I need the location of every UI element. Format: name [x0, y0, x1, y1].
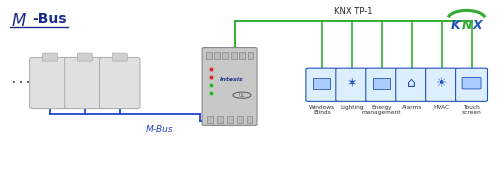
FancyBboxPatch shape: [77, 53, 92, 61]
FancyBboxPatch shape: [65, 57, 105, 109]
Text: Windows
Blinds: Windows Blinds: [309, 105, 335, 115]
FancyBboxPatch shape: [227, 116, 233, 123]
Text: $\mathit{M}$: $\mathit{M}$: [11, 12, 27, 30]
Text: ☀: ☀: [436, 77, 447, 90]
Text: -Bus: -Bus: [32, 12, 66, 26]
Text: ✶: ✶: [346, 77, 357, 90]
FancyBboxPatch shape: [30, 57, 70, 109]
Text: . . .: . . .: [12, 75, 30, 85]
FancyBboxPatch shape: [248, 52, 253, 59]
Text: X: X: [473, 19, 483, 33]
Text: Alarms: Alarms: [402, 105, 422, 110]
FancyBboxPatch shape: [396, 68, 428, 101]
FancyBboxPatch shape: [247, 116, 252, 123]
Text: KNX TP-1: KNX TP-1: [334, 7, 372, 16]
FancyBboxPatch shape: [99, 57, 140, 109]
Text: UL: UL: [239, 93, 245, 98]
Text: HVAC: HVAC: [434, 105, 450, 110]
FancyBboxPatch shape: [214, 52, 220, 59]
Text: N: N: [461, 19, 472, 33]
FancyBboxPatch shape: [112, 53, 127, 61]
FancyBboxPatch shape: [306, 68, 338, 101]
FancyBboxPatch shape: [223, 52, 229, 59]
FancyBboxPatch shape: [202, 48, 257, 125]
Text: M-Bus: M-Bus: [146, 125, 174, 134]
FancyBboxPatch shape: [207, 116, 213, 123]
Text: Energy
management: Energy management: [362, 105, 402, 115]
FancyBboxPatch shape: [336, 68, 368, 101]
FancyBboxPatch shape: [239, 52, 245, 59]
Text: Lighting: Lighting: [340, 105, 364, 110]
Text: ⌂: ⌂: [407, 76, 416, 90]
Text: Touch
screen: Touch screen: [462, 105, 482, 115]
FancyBboxPatch shape: [366, 68, 398, 101]
FancyBboxPatch shape: [217, 116, 223, 123]
FancyBboxPatch shape: [313, 78, 330, 89]
FancyBboxPatch shape: [42, 53, 57, 61]
FancyBboxPatch shape: [456, 68, 488, 101]
FancyBboxPatch shape: [373, 78, 390, 89]
FancyBboxPatch shape: [426, 68, 458, 101]
FancyBboxPatch shape: [462, 78, 481, 89]
FancyBboxPatch shape: [237, 116, 243, 123]
Text: K: K: [451, 19, 461, 33]
Text: Intesis: Intesis: [220, 77, 244, 82]
FancyBboxPatch shape: [231, 52, 237, 59]
FancyBboxPatch shape: [206, 52, 212, 59]
